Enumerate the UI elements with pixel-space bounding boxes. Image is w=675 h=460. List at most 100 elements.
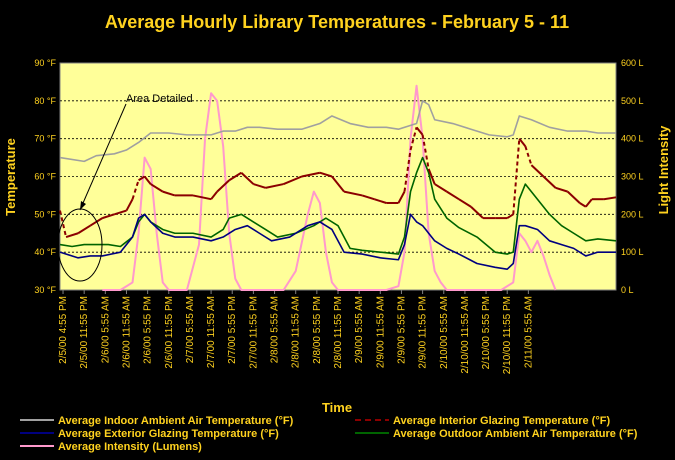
series-line-1: [409, 127, 418, 151]
series-line-1: [210, 191, 218, 200]
legend-entry: Average Intensity (Lumens): [58, 441, 202, 453]
series-line-1: [131, 179, 140, 200]
x-tick-label: 2/8/00 11:55 AM: [291, 296, 302, 368]
series-line-1: [566, 190, 581, 204]
series-line-1: [240, 171, 255, 185]
x-tick-label: 2/6/00 5:55 PM: [143, 296, 154, 364]
series-line-1: [518, 138, 527, 147]
series-line-0: [59, 100, 616, 163]
area-detailed-annotation: Area Detailed: [57, 93, 193, 282]
grid-lines: [60, 100, 616, 253]
legend: Average Indoor Ambient Air Temperature (…: [20, 415, 638, 453]
x-tick-label: 2/7/00 11:55 AM: [206, 296, 217, 368]
series-line-1: [434, 183, 448, 193]
series-line-1: [421, 134, 430, 170]
annotation-label: Area Detailed: [126, 93, 193, 105]
x-tick-label: 2/10/00 11:55 PM: [502, 296, 513, 374]
x-axis-title: Time: [322, 400, 352, 415]
legend-entry: Average Exterior Glazing Temperature (°F…: [58, 428, 279, 440]
x-tick-label: 2/8/00 11:55 PM: [333, 296, 344, 369]
series-line-1: [458, 198, 472, 208]
right-tick-label: 0 L: [621, 285, 634, 295]
series-line-1: [470, 206, 484, 219]
series-line-1: [512, 138, 521, 215]
detail-arrow: [79, 103, 127, 211]
y-axis-title-left: Temperature: [3, 138, 18, 216]
chart-title: Average Hourly Library Temperatures - Fe…: [105, 12, 569, 32]
series-line-1: [331, 175, 345, 193]
x-tick-label: 2/8/00 5:55 PM: [312, 296, 323, 364]
series-line-1: [77, 224, 91, 235]
series-line-1: [361, 194, 375, 201]
left-tick-label: 70 °F: [34, 134, 56, 144]
series-line-1: [524, 145, 533, 166]
x-tick-label: 2/6/00 11:55 PM: [164, 296, 175, 369]
left-tick-label: 80 °F: [34, 96, 56, 106]
series-line-1: [585, 198, 593, 208]
series-line-1: [603, 196, 617, 201]
x-tick-label: 2/9/00 5:55 AM: [354, 296, 365, 363]
series-line-1: [102, 213, 115, 220]
x-axis-ticks: 2/5/00 4:55 PM 2/5/00 11:55 PM 2/6/00 5:55…: [58, 290, 534, 374]
series-line-1: [373, 198, 387, 204]
x-tick-label: 2/8/00 5:55 AM: [270, 296, 281, 363]
right-tick-label: 100 L: [621, 247, 644, 257]
left-tick-label: 40 °F: [34, 247, 56, 257]
right-tick-label: 200 L: [621, 209, 644, 219]
x-tick-label: 2/5/00 4:55 PM: [58, 296, 69, 364]
series-line-4: [102, 84, 557, 291]
series-line-2: [59, 213, 616, 270]
series-line-1: [125, 198, 134, 212]
x-tick-label: 2/7/00 5:55 AM: [185, 296, 196, 363]
series-line-1: [427, 168, 436, 185]
y-axis-title-right: Light Intensity: [656, 125, 671, 215]
x-tick-label: 2/6/00 5:55 AM: [100, 296, 111, 363]
series-line-1: [446, 190, 460, 201]
series-line-1: [579, 202, 587, 208]
series-line-1: [397, 191, 406, 204]
series-line-1: [506, 213, 514, 219]
series-layer: [59, 84, 617, 291]
series-line-1: [162, 190, 176, 197]
right-axis-ticks: 0 L 100 L 200 L 300 L 400 L 500 L 600 L: [621, 58, 644, 295]
right-tick-label: 400 L: [621, 134, 644, 144]
legend-entry: Average Indoor Ambient Air Temperature (…: [58, 415, 294, 427]
x-tick-label: 2/10/00 5:55 AM: [439, 296, 450, 369]
series-line-1: [59, 210, 68, 238]
series-line-1: [403, 149, 412, 192]
right-tick-label: 300 L: [621, 172, 644, 182]
series-line-1: [216, 179, 230, 193]
series-line-1: [192, 194, 212, 201]
x-tick-label: 2/9/00 5:55 PM: [396, 296, 407, 364]
series-line-1: [138, 175, 146, 182]
left-tick-label: 90 °F: [34, 58, 56, 68]
detail-arrow-head: [80, 201, 86, 210]
series-line-1: [65, 232, 79, 238]
x-tick-label: 2/7/00 11:55 PM: [248, 296, 259, 369]
x-tick-label: 2/10/00 5:55 PM: [481, 296, 492, 369]
series-line-1: [283, 175, 303, 185]
series-line-1: [319, 171, 333, 178]
legend-entry: Average Interior Glazing Temperature (°F…: [393, 415, 610, 427]
series-line-1: [415, 126, 424, 136]
x-tick-label: 2/6/00 11:55 AM: [121, 296, 132, 368]
series-line-1: [89, 217, 103, 227]
right-tick-label: 600 L: [621, 58, 644, 68]
left-tick-label: 30 °F: [34, 285, 56, 295]
series-line-1: [228, 171, 242, 182]
left-axis-ticks: 30 °F 40 °F 50 °F 60 °F 70 °F 80 °F 90 °F: [34, 58, 56, 295]
x-tick-label: 2/7/00 5:55 PM: [227, 296, 238, 364]
x-tick-label: 2/9/00 11:55 AM: [375, 296, 386, 368]
series-line-1: [301, 171, 321, 178]
series-line-1: [542, 175, 557, 189]
right-tick-label: 500 L: [621, 96, 644, 106]
series-line-1: [253, 183, 266, 189]
legend-entry: Average Outdoor Ambient Air Temperature …: [393, 428, 638, 440]
x-tick-label: 2/11/00 5:55 AM: [523, 296, 534, 368]
x-tick-label: 2/9/00 11:55 PM: [418, 296, 429, 369]
series-line-1: [143, 175, 152, 185]
series-line-1: [530, 164, 545, 178]
series-line-1: [114, 209, 127, 216]
series-line-1: [265, 183, 284, 189]
